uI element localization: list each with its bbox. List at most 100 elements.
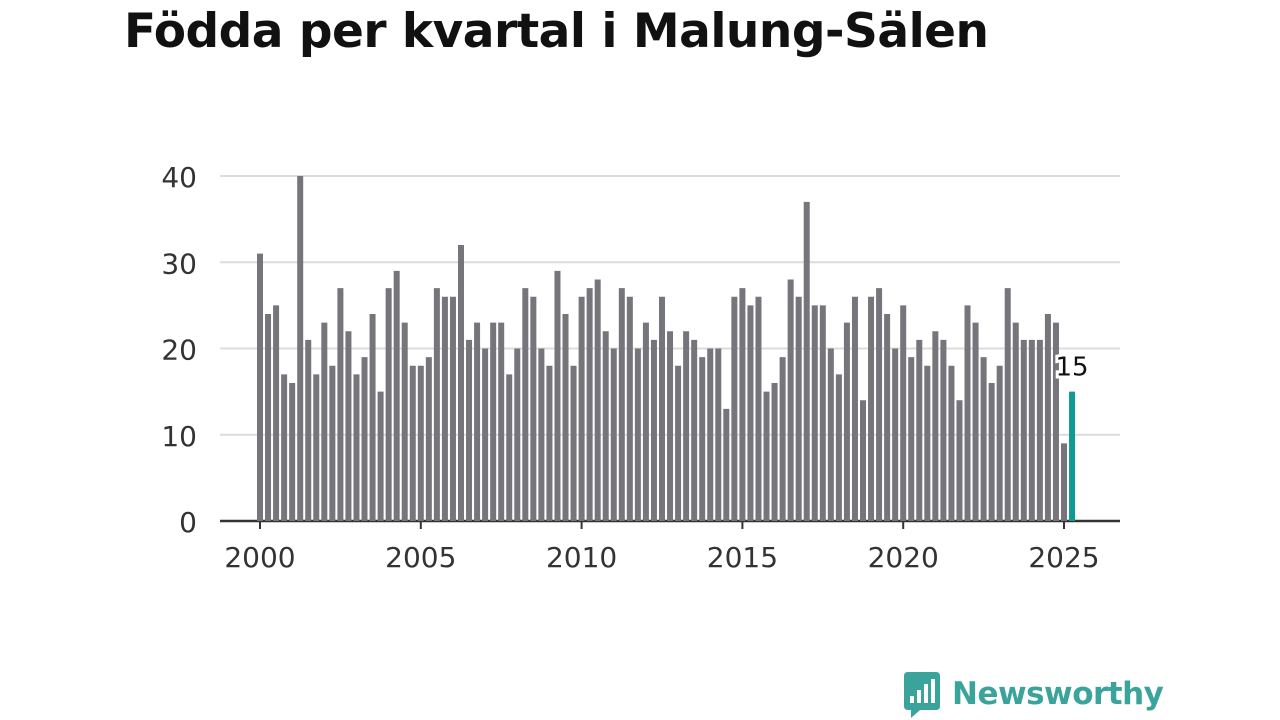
bar [273,305,280,521]
bar [795,296,802,521]
bar [482,348,489,521]
bar [948,365,955,521]
bar [988,383,995,521]
bar [972,322,979,521]
bar [353,374,360,521]
bar [530,296,537,521]
bar [433,288,440,521]
bar [586,288,593,521]
bar-chart-speech-bubble-icon [904,672,940,718]
bar [803,201,810,521]
bar [908,357,915,521]
bar [1020,339,1027,521]
bar [860,400,866,521]
x-tick-label: 2020 [868,541,939,574]
bar-highlight [1069,391,1076,521]
bar [819,305,826,521]
bar [699,357,706,521]
bar [876,288,883,521]
newsworthy-brand: Newsworthy [902,670,1164,718]
bar [980,357,987,521]
bar [297,176,304,521]
bar [337,288,344,521]
bar [851,296,858,521]
bar [650,339,657,521]
brand-name: Newsworthy [952,676,1164,712]
bar [691,339,698,521]
bar [747,305,754,521]
bar [289,383,296,521]
bar [305,339,312,521]
x-tick-label: 2005 [385,541,456,574]
bar [377,391,384,521]
bar [401,322,408,521]
bar [417,365,424,521]
bar [956,400,963,521]
bar [578,296,585,521]
bar [868,296,875,521]
x-tick-label: 2010 [546,541,617,574]
bar [594,279,601,521]
bar-chart: 0 10 20 30 40 2000 2005 2010 2015 2020 2025 15 [161,161,1120,574]
bar [779,357,786,521]
x-tick-label: 2015 [707,541,778,574]
bar [707,348,714,521]
bar [964,305,971,521]
bar [924,365,931,521]
bar [1036,339,1043,521]
bar [659,296,665,521]
bar [522,288,529,521]
bar [1052,322,1059,521]
bar [755,296,762,521]
x-tick-label: 2000 [224,541,295,574]
bar [321,322,328,521]
bar [1004,288,1011,521]
bar [466,339,473,521]
bar [498,322,505,521]
bar [843,322,850,521]
bar [642,322,649,521]
bar [811,305,818,521]
bar [771,383,778,521]
bar [731,296,738,521]
bar [884,314,891,521]
bar [602,331,609,521]
x-tick-label: 2025 [1028,541,1099,574]
bar [409,365,416,521]
bar [996,365,1003,521]
annotations: 15 [1052,350,1091,386]
x-axis-ticks: 2000 2005 2010 2015 2020 2025 [224,521,1100,574]
bar [723,408,730,521]
bar [739,288,746,521]
bar [449,296,456,521]
bar [490,322,497,521]
bar [827,348,834,521]
bar [1012,322,1019,521]
bar [940,339,947,521]
chart-title: Födda per kvartal i Malung-Sälen [124,4,989,59]
bar [667,331,674,521]
bar [425,357,432,521]
bar [506,374,513,521]
bar [313,374,320,521]
bar [900,305,907,521]
bar [683,331,690,521]
y-axis-ticks: 0 10 20 30 40 [161,161,197,539]
bar [892,348,899,521]
bar [675,365,682,521]
bar [385,288,392,521]
bar [916,339,923,521]
bar [441,296,448,521]
bar [1028,339,1035,521]
y-tick-label: 40 [161,161,197,194]
bar [763,391,770,521]
bar [265,314,272,521]
bar [514,348,521,521]
bar [458,245,464,521]
y-tick-label: 10 [161,420,197,453]
bar [835,374,842,521]
y-tick-label: 30 [161,247,197,280]
bar [715,348,722,521]
bar [1061,443,1067,521]
bars [257,176,1076,521]
